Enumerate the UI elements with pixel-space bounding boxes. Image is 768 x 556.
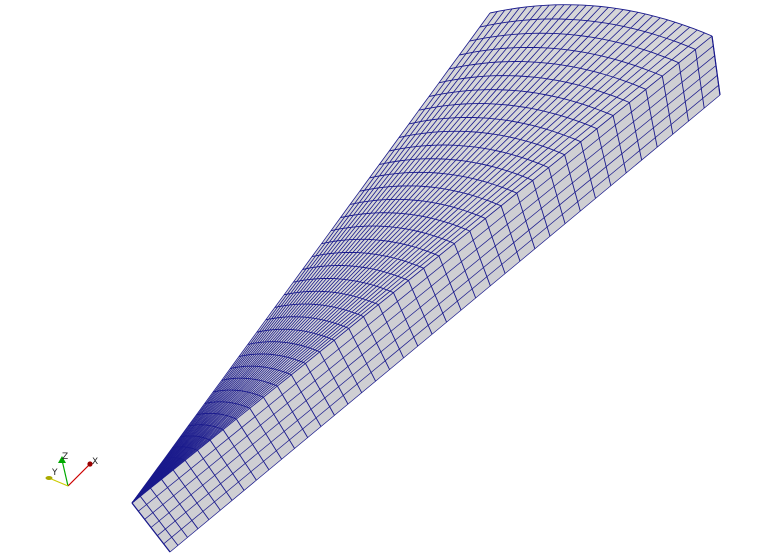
mesh-radial-line (131, 4, 572, 504)
mesh-radial-line (131, 29, 698, 504)
mesh-top-face (131, 4, 713, 504)
mesh-radial-line (131, 6, 528, 504)
mesh-radial-line (131, 12, 491, 504)
mesh-radial-line (131, 17, 661, 504)
far-edge (711, 35, 721, 96)
mesh-radial-line (131, 8, 617, 504)
mesh-radial-line (131, 6, 602, 504)
mesh-radial-line (131, 10, 631, 504)
mesh-radial-line (131, 4, 565, 504)
mesh-radial-line (131, 11, 498, 504)
side-horizontal-line (150, 65, 717, 528)
x-axis-line (67, 463, 91, 487)
x-axis-cone (87, 461, 93, 467)
mesh-radial-line (131, 8, 513, 504)
z-axis-cone (58, 456, 66, 463)
mesh-radial-line (131, 4, 550, 504)
side-horizontal-line (157, 75, 718, 536)
mesh-side-face (131, 35, 721, 553)
mesh-radial-line (131, 5, 543, 504)
z-axis-label: Z (62, 452, 68, 462)
mesh-radial-line (131, 5, 535, 504)
mesh-radial-line (131, 32, 705, 504)
mesh-radial-line (131, 15, 654, 504)
mesh-radial-line (131, 7, 520, 504)
mesh-radial-line (131, 7, 609, 504)
side-horizontal-line (144, 55, 715, 520)
y-axis-cone (45, 476, 53, 480)
side-horizontal-line (138, 45, 714, 512)
side-horizontal-line (169, 94, 721, 553)
z-axis-line (61, 459, 69, 487)
mesh-radial-line (131, 5, 594, 504)
mesh-radial-line (131, 26, 691, 504)
mesh-radial-line (131, 24, 683, 504)
mesh-radial-line (131, 5, 587, 504)
mesh-radial-line (131, 9, 506, 504)
mesh-radial-line (131, 35, 713, 504)
y-axis-label: Y (51, 468, 58, 478)
mesh-radial-line (131, 19, 668, 504)
mesh-radial-line (131, 4, 557, 504)
mesh-radial-line (131, 21, 676, 504)
mesh-radial-line (131, 9, 624, 504)
top-face-fill (132, 4, 712, 504)
x-axis-label: X (92, 457, 98, 467)
mesh-radial-line (131, 13, 646, 504)
orientation-axes: X Z Y (45, 452, 98, 487)
apex-edge (131, 502, 171, 553)
y-axis-line (48, 477, 69, 487)
mesh-radial-line (131, 12, 639, 504)
mesh-radial-line (131, 4, 580, 504)
side-horizontal-line (163, 84, 719, 545)
